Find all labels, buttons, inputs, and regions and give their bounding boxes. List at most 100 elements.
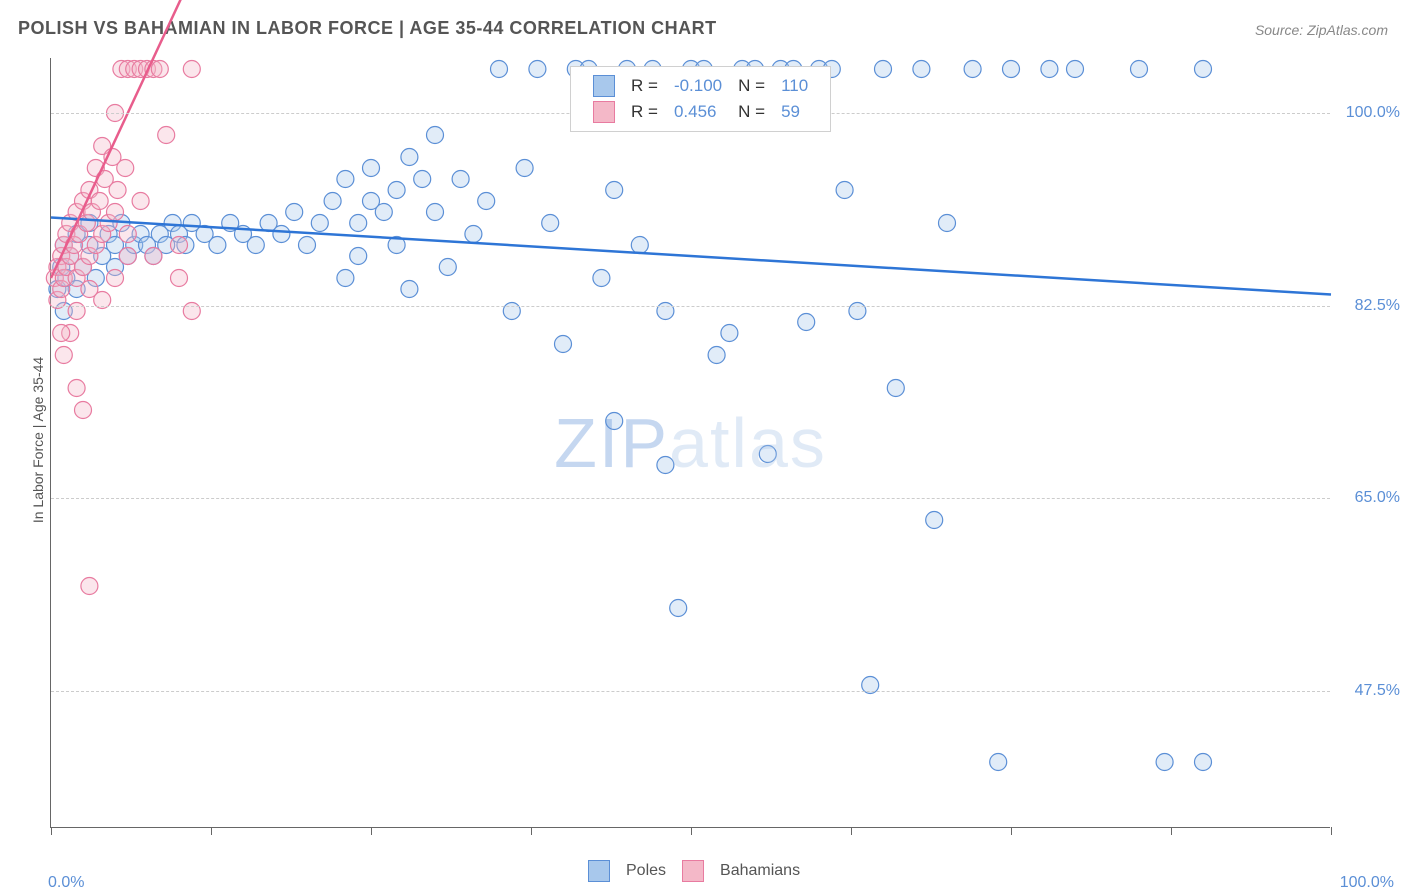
data-point — [516, 160, 533, 177]
data-point — [350, 248, 367, 265]
gridline — [51, 498, 1330, 499]
n-label: N = — [730, 73, 773, 99]
correlation-legend: R =-0.100N =110R =0.456N =59 — [570, 66, 831, 132]
r-value: -0.100 — [666, 73, 730, 99]
data-point — [670, 600, 687, 617]
data-point — [491, 61, 508, 78]
data-point — [414, 171, 431, 188]
data-point — [311, 215, 328, 232]
data-point — [401, 281, 418, 298]
x-tick — [1171, 827, 1172, 835]
n-label: N = — [730, 99, 773, 125]
data-point — [363, 160, 380, 177]
y-tick-label: 100.0% — [1346, 104, 1400, 122]
trend-line — [51, 218, 1331, 295]
data-point — [657, 457, 674, 474]
data-point — [75, 402, 92, 419]
x-tick — [851, 827, 852, 835]
data-point — [427, 127, 444, 144]
plot-area: ZIPatlas 47.5%65.0%82.5%100.0% — [50, 58, 1330, 828]
data-point — [887, 380, 904, 397]
data-point — [119, 248, 136, 265]
x-axis-min-label: 0.0% — [48, 874, 84, 892]
data-point — [427, 204, 444, 221]
data-point — [337, 270, 354, 287]
x-tick — [531, 827, 532, 835]
data-point — [117, 160, 134, 177]
chart-svg — [51, 58, 1330, 827]
data-point — [247, 237, 264, 254]
data-point — [109, 182, 126, 199]
y-tick-label: 82.5% — [1355, 297, 1400, 315]
data-point — [1195, 754, 1212, 771]
data-point — [132, 193, 149, 210]
data-point — [875, 61, 892, 78]
data-point — [273, 226, 290, 243]
data-point — [209, 237, 226, 254]
data-point — [107, 270, 124, 287]
x-tick — [1011, 827, 1012, 835]
data-point — [401, 149, 418, 166]
data-point — [606, 182, 623, 199]
legend-swatch — [593, 75, 615, 97]
gridline — [51, 306, 1330, 307]
data-point — [158, 127, 175, 144]
data-point — [55, 347, 72, 364]
x-tick — [1331, 827, 1332, 835]
legend-row: R =-0.100N =110 — [585, 73, 816, 99]
data-point — [145, 248, 162, 265]
r-label: R = — [623, 73, 666, 99]
legend-swatch — [588, 860, 610, 882]
legend-swatch — [593, 101, 615, 123]
data-point — [81, 578, 98, 595]
data-point — [388, 182, 405, 199]
data-point — [529, 61, 546, 78]
data-point — [53, 325, 70, 342]
data-point — [606, 413, 623, 430]
series-legend: Poles Bahamians — [580, 860, 808, 882]
y-tick-label: 65.0% — [1355, 489, 1400, 507]
data-point — [759, 446, 776, 463]
data-point — [913, 61, 930, 78]
data-point — [1041, 61, 1058, 78]
data-point — [939, 215, 956, 232]
gridline — [51, 691, 1330, 692]
source-attribution: Source: ZipAtlas.com — [1255, 22, 1388, 38]
data-point — [1156, 754, 1173, 771]
data-point — [452, 171, 469, 188]
data-point — [183, 61, 200, 78]
data-point — [1003, 61, 1020, 78]
data-point — [542, 215, 559, 232]
data-point — [107, 204, 124, 221]
chart-title: POLISH VS BAHAMIAN IN LABOR FORCE | AGE … — [18, 18, 717, 39]
y-axis-label: In Labor Force | Age 35-44 — [30, 357, 46, 523]
data-point — [465, 226, 482, 243]
data-point — [91, 193, 108, 210]
data-point — [1195, 61, 1212, 78]
x-tick — [691, 827, 692, 835]
n-value: 59 — [773, 99, 816, 125]
data-point — [1067, 61, 1084, 78]
x-tick — [371, 827, 372, 835]
x-tick — [211, 827, 212, 835]
data-point — [324, 193, 341, 210]
data-point — [926, 512, 943, 529]
data-point — [350, 215, 367, 232]
legend-swatch — [682, 860, 704, 882]
correlation-table: R =-0.100N =110R =0.456N =59 — [585, 73, 816, 125]
data-point — [68, 380, 85, 397]
data-point — [299, 237, 316, 254]
data-point — [478, 193, 495, 210]
data-point — [708, 347, 725, 364]
data-point — [119, 226, 136, 243]
data-point — [375, 204, 392, 221]
data-point — [171, 270, 188, 287]
data-point — [1131, 61, 1148, 78]
r-label: R = — [623, 99, 666, 125]
legend-row: R =0.456N =59 — [585, 99, 816, 125]
data-point — [721, 325, 738, 342]
r-value: 0.456 — [666, 99, 730, 125]
legend-label: Poles — [626, 862, 666, 879]
legend-label: Bahamians — [720, 862, 800, 879]
data-point — [151, 61, 168, 78]
